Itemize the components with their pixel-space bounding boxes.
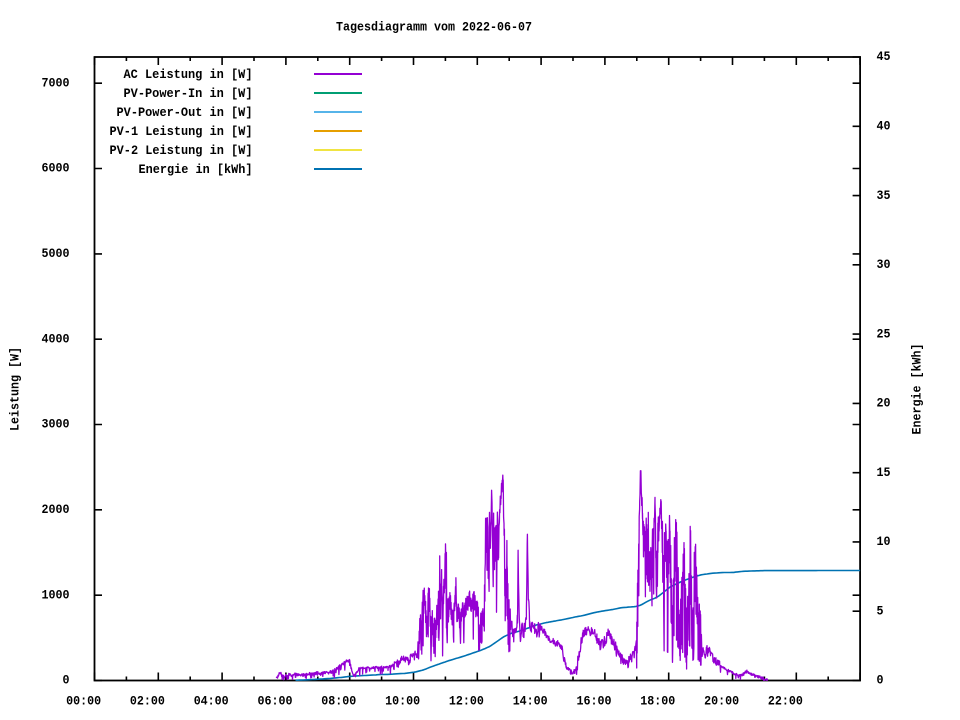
svg-text:3000: 3000 — [42, 418, 70, 432]
svg-text:0: 0 — [877, 674, 884, 688]
svg-text:12:00: 12:00 — [449, 695, 484, 709]
svg-text:40: 40 — [877, 120, 891, 134]
svg-text:Tagesdiagramm vom 2022-06-07: Tagesdiagramm vom 2022-06-07 — [336, 21, 532, 35]
svg-text:08:00: 08:00 — [321, 695, 356, 709]
svg-text:30: 30 — [877, 258, 891, 272]
svg-text:15: 15 — [877, 466, 891, 480]
svg-text:5: 5 — [877, 604, 884, 618]
svg-text:04:00: 04:00 — [194, 695, 229, 709]
svg-text:PV-2 Leistung in [W]: PV-2 Leistung in [W] — [110, 144, 253, 158]
svg-text:16:00: 16:00 — [577, 695, 612, 709]
svg-text:7000: 7000 — [42, 76, 70, 90]
svg-text:35: 35 — [877, 189, 891, 203]
svg-text:25: 25 — [877, 327, 891, 341]
svg-text:PV-Power-Out in [W]: PV-Power-Out in [W] — [117, 106, 253, 120]
svg-text:06:00: 06:00 — [258, 695, 293, 709]
svg-text:10:00: 10:00 — [385, 695, 420, 709]
svg-text:02:00: 02:00 — [130, 695, 165, 709]
svg-text:2000: 2000 — [42, 503, 70, 517]
svg-text:Energie in [kWh]: Energie in [kWh] — [139, 163, 253, 177]
svg-text:5000: 5000 — [42, 247, 70, 261]
svg-text:10: 10 — [877, 535, 891, 549]
svg-text:4000: 4000 — [42, 332, 70, 346]
svg-text:PV-Power-In in [W]: PV-Power-In in [W] — [124, 87, 253, 101]
svg-text:1000: 1000 — [42, 588, 70, 602]
svg-text:0: 0 — [63, 674, 70, 688]
svg-text:Energie [kWh]: Energie [kWh] — [911, 344, 925, 435]
svg-text:22:00: 22:00 — [768, 695, 803, 709]
svg-text:Leistung [W]: Leistung [W] — [9, 347, 23, 431]
svg-text:45: 45 — [877, 50, 891, 64]
svg-text:AC Leistung in [W]: AC Leistung in [W] — [124, 68, 253, 82]
svg-text:20:00: 20:00 — [704, 695, 739, 709]
svg-text:20: 20 — [877, 397, 891, 411]
svg-text:PV-1 Leistung in [W]: PV-1 Leistung in [W] — [110, 125, 253, 139]
svg-text:00:00: 00:00 — [66, 695, 101, 709]
svg-text:18:00: 18:00 — [640, 695, 675, 709]
svg-text:14:00: 14:00 — [513, 695, 548, 709]
svg-text:6000: 6000 — [42, 162, 70, 176]
